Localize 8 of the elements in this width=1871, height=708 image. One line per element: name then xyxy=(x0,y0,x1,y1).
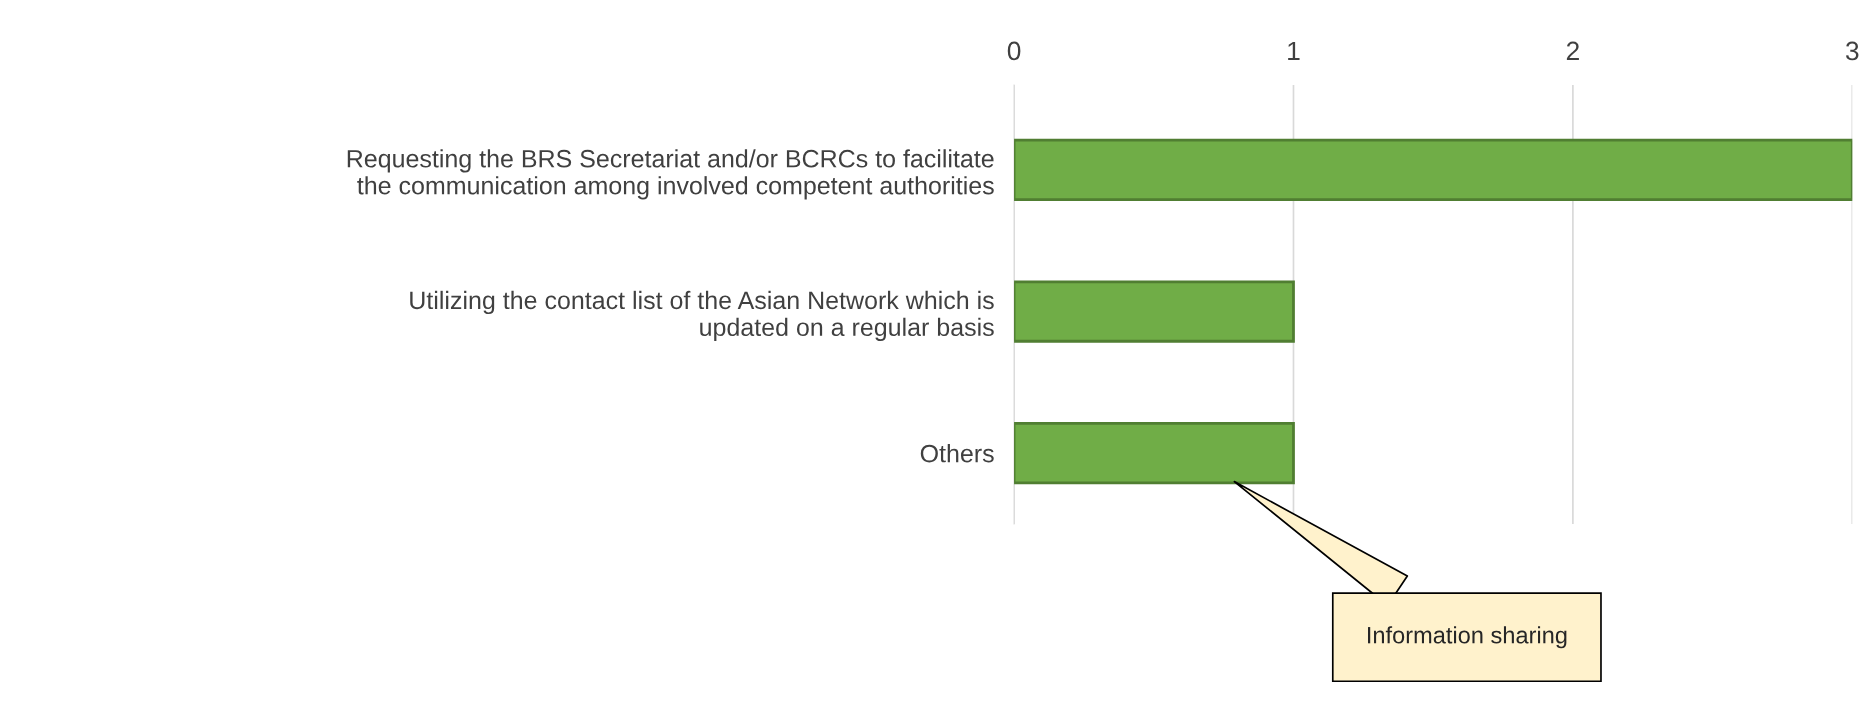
x-tick-label: 0 xyxy=(1007,41,1021,61)
x-tick-label: 2 xyxy=(1566,41,1579,61)
x-tick-label: 1 xyxy=(1288,41,1300,61)
y-tick-label: Requesting the BRS Secretariat and/or BCRCs to facilitate the communication among involved competent authorities xyxy=(347,149,994,200)
y-tick-label: Utilizing the contact list of the Asian Network which is updated on a regular basis xyxy=(410,290,994,342)
x-tick-label: 3 xyxy=(1845,41,1859,61)
y-tick-label: Others xyxy=(920,444,994,463)
text: Information sharing xyxy=(1368,626,1567,649)
